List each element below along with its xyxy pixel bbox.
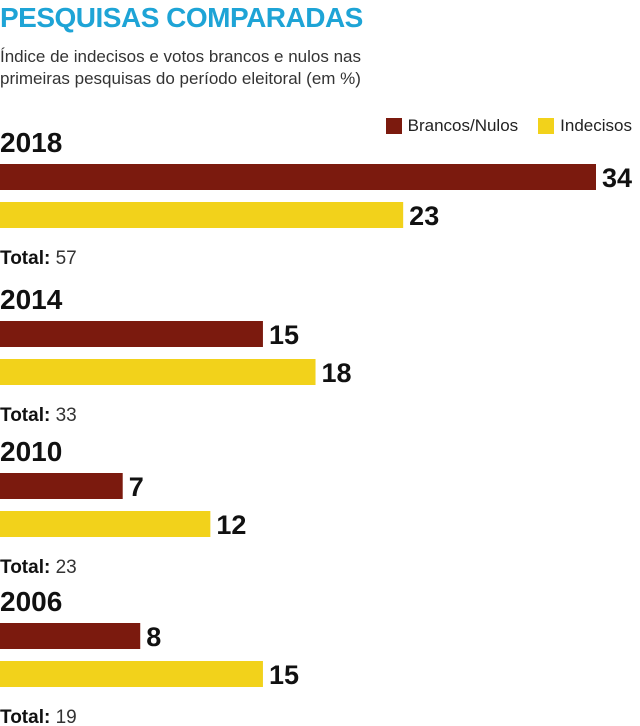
- bar-indecisos-2018: [0, 202, 404, 228]
- value-label-brancos-2014: 15: [269, 320, 299, 350]
- legend-item-brancos: Brancos/Nulos: [385, 116, 519, 136]
- year-label: 2010: [0, 436, 62, 467]
- bar-indecisos-2014: [0, 359, 316, 385]
- legend-label-indecisos: Indecisos: [560, 116, 632, 135]
- year-label: 2018: [0, 127, 62, 158]
- legend-item-indecisos: Indecisos: [538, 116, 632, 136]
- legend-swatch-brancos: [385, 118, 402, 134]
- chart-legend: Brancos/Nulos Indecisos: [372, 116, 632, 136]
- bar-brancos-2010: [0, 473, 123, 499]
- total-label-2010: Total: 23: [0, 557, 77, 578]
- value-label-brancos-2018: 34: [602, 163, 632, 193]
- total-label-2014: Total: 33: [0, 405, 77, 426]
- value-label-brancos-2006: 8: [146, 622, 161, 652]
- bar-indecisos-2010: [0, 511, 211, 537]
- bar-indecisos-2006: [0, 661, 263, 687]
- value-label-brancos-2010: 7: [129, 472, 144, 502]
- chart-title: PESQUISAS COMPARADAS: [0, 2, 363, 33]
- bar-brancos-2014: [0, 321, 263, 347]
- bar-brancos-2006: [0, 623, 141, 649]
- value-label-indecisos-2018: 23: [409, 201, 439, 231]
- year-label: 2006: [0, 586, 62, 617]
- total-label-2018: Total: 57: [0, 248, 77, 269]
- year-label: 2014: [0, 284, 63, 315]
- value-label-indecisos-2006: 15: [269, 660, 299, 690]
- value-label-indecisos-2014: 18: [322, 358, 352, 388]
- bar-brancos-2018: [0, 164, 596, 190]
- legend-swatch-indecisos: [538, 118, 555, 134]
- total-label-2006: Total: 19: [0, 707, 77, 726]
- value-label-indecisos-2010: 12: [216, 510, 246, 540]
- chart-subtitle: Índice de indecisos e votos brancos e nu…: [0, 47, 362, 88]
- legend-label-brancos: Brancos/Nulos: [407, 116, 519, 135]
